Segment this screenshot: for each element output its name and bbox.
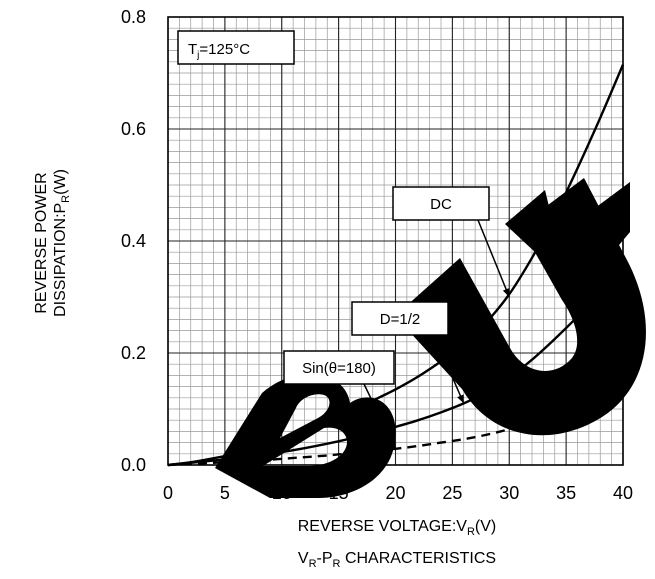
y-tick-label: 0.2 <box>121 343 146 363</box>
y-tick-label: 0.8 <box>121 7 146 27</box>
watermark-letter-b <box>215 373 396 498</box>
x-tick-label: 25 <box>442 483 462 503</box>
y-axis-title-line1: REVERSE POWER <box>33 172 50 313</box>
plot-border <box>167 16 624 466</box>
annotation-label: Sin(θ=180) <box>302 360 376 377</box>
x-tick-label: 5 <box>220 483 230 503</box>
y-tick-label: 0.4 <box>121 231 146 251</box>
annotation-box <box>283 350 395 385</box>
y-axis-title: REVERSE POWER DISSIPATION:PR(W) <box>33 169 72 317</box>
condition-box: Tj=125°C <box>177 30 295 65</box>
x-tick-label: 0 <box>163 483 173 503</box>
annotation-arrowhead <box>388 440 396 450</box>
condition-label: Tj=125°C <box>188 41 250 61</box>
x-tick-label: 40 <box>613 483 633 503</box>
annotation-1: D=1/2 <box>351 301 465 404</box>
plot-frame <box>167 16 624 466</box>
annotation-arrow <box>477 219 510 298</box>
x-tick-label: 30 <box>499 483 519 503</box>
annotations: DC D=1/2 Sin(θ=180) <box>283 186 510 450</box>
annotation-label: DC <box>430 196 452 213</box>
annotation-arrow <box>433 334 465 404</box>
x-tick-label: 35 <box>556 483 576 503</box>
axis-ticks: 0 5 10 15 20 25 30 35 40 0.0 0.2 0.4 0.6 0.8 <box>121 7 633 503</box>
watermark-letter-y <box>505 182 630 352</box>
annotation-arrowhead <box>457 394 464 404</box>
y-tick-label: 0.0 <box>121 455 146 475</box>
buy-watermark <box>215 178 646 498</box>
y-tick-label: 0.6 <box>121 119 146 139</box>
chart-caption: VR-PR CHARACTERISTICS <box>298 550 496 570</box>
annotation-label: D=1/2 <box>380 311 420 328</box>
x-axis-title: REVERSE VOLTAGE:VR(V) <box>298 518 497 538</box>
annotation-arrowhead <box>502 288 510 297</box>
annotation-arrow <box>363 383 397 450</box>
annotation-box <box>392 186 490 221</box>
y-axis-title-line2: DISSIPATION:PR(W) <box>52 169 72 317</box>
x-tick-label: 10 <box>272 483 292 503</box>
x-tick-label: 20 <box>385 483 405 503</box>
annotation-2: Sin(θ=180) <box>283 350 397 450</box>
annotation-box <box>351 301 449 336</box>
x-tick-label: 15 <box>329 483 349 503</box>
annotation-0: DC <box>392 186 510 298</box>
